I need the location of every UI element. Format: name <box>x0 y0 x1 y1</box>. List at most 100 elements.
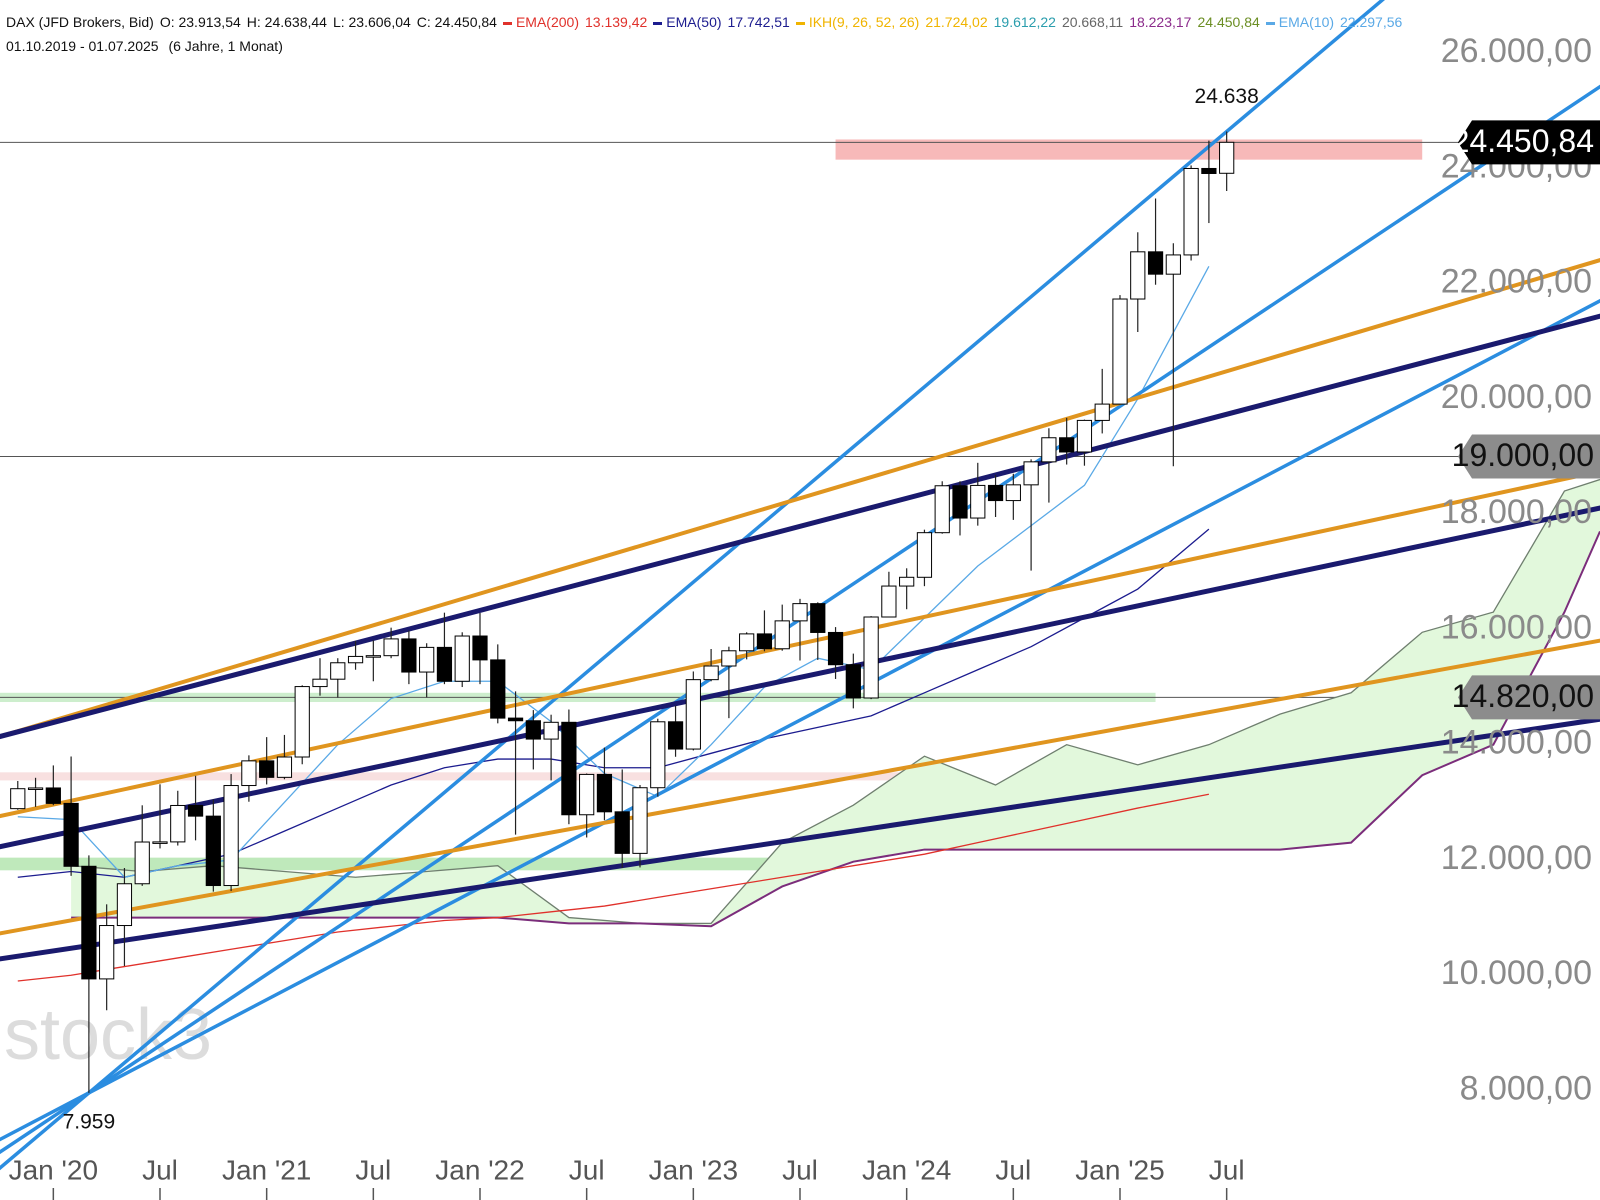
candle-body <box>507 717 524 722</box>
legend-swatch <box>502 21 512 25</box>
legend-swatch <box>795 21 805 25</box>
price-tag-label: 14.820,00 <box>1452 678 1594 714</box>
y-tick-label: 22.000,00 <box>1441 263 1592 301</box>
candle-body <box>223 785 239 887</box>
candle-body <box>27 787 44 790</box>
candle-body <box>987 484 1004 502</box>
candle-body <box>294 686 310 758</box>
candle-body <box>934 485 950 534</box>
cloud-fill <box>71 479 1600 927</box>
candle-body <box>347 655 364 664</box>
legend-value: 18.223,17 <box>1129 14 1192 30</box>
duration: (6 Jahre, 1 Monat) <box>168 38 283 54</box>
candle-body <box>10 788 26 810</box>
candle-body <box>134 841 150 885</box>
candle-body <box>187 804 204 817</box>
cloud-line <box>71 531 1600 928</box>
candle-body <box>614 811 630 854</box>
candle-body <box>1130 251 1146 300</box>
candle-body <box>1219 141 1235 174</box>
candle-body <box>1201 167 1217 174</box>
legend-value: 13.139,42 <box>585 14 648 30</box>
candle-body <box>1076 419 1093 453</box>
y-tick-label: 26.000,00 <box>1441 32 1592 70</box>
candle-body <box>1023 461 1039 486</box>
candle-body <box>1112 298 1128 405</box>
legend-name: IKH(9, 26, 52, 26) <box>808 14 920 30</box>
candle-body <box>1005 484 1021 502</box>
price-tag <box>1458 120 1600 165</box>
ohlc-value: H: 24.638,44 <box>246 14 327 30</box>
candle-body <box>1147 251 1164 275</box>
candle-body <box>632 787 648 854</box>
candle-body <box>419 646 435 673</box>
trend-line <box>0 313 1600 740</box>
legend-value: 22.297,56 <box>1340 14 1403 30</box>
cloud-line <box>71 478 1600 924</box>
candle-body <box>1041 437 1057 463</box>
candle-body <box>827 631 844 666</box>
candle-body <box>899 576 915 587</box>
trend-line <box>0 716 1600 962</box>
price-tag-label: 24.450,84 <box>1452 123 1594 159</box>
y-tick-label: 10.000,00 <box>1441 954 1592 992</box>
candle-body <box>63 802 79 867</box>
candle-body <box>330 662 346 680</box>
candle-body <box>152 841 168 844</box>
candle-body <box>1059 437 1075 453</box>
candle-body <box>312 678 328 688</box>
annotation: 24.638 <box>1195 85 1259 108</box>
price-tag <box>1458 434 1600 479</box>
candle-body <box>81 865 97 980</box>
legend-value: 19.612,22 <box>993 14 1056 30</box>
candle-body <box>881 585 897 618</box>
y-tick-label: 8.000,00 <box>1460 1069 1592 1107</box>
trend-line <box>0 638 1600 936</box>
legend-swatch <box>653 21 663 25</box>
zone <box>0 857 836 871</box>
candle-body <box>241 760 257 787</box>
ohlc-value: O: 23.913,54 <box>159 14 241 30</box>
x-tick-label: Jan '20 <box>9 1154 98 1185</box>
candle-body <box>703 665 719 681</box>
x-tick-label: Jan '22 <box>435 1154 524 1185</box>
x-tick-label: Jan '21 <box>222 1154 311 1185</box>
candle-body <box>543 721 559 740</box>
x-tick-label: Jul <box>995 1154 1031 1185</box>
chart-header: DAX (JFD Brokers, Bid) O: 23.913,54 H: 24.… <box>6 10 1408 58</box>
ohlc-value: L: 23.606,04 <box>332 14 411 30</box>
trend-line <box>0 298 1600 1142</box>
legend-value: 17.742,51 <box>727 14 790 30</box>
candle-body <box>650 721 666 789</box>
zone <box>835 139 1423 160</box>
header-line-1: DAX (JFD Brokers, Bid) O: 23.913,54 H: 24.… <box>6 10 1408 34</box>
legend-swatch <box>1265 21 1275 25</box>
legend-value: 21.724,02 <box>925 14 988 30</box>
candle-body <box>259 760 275 778</box>
candle-body <box>45 787 61 804</box>
x-tick-label: Jul <box>142 1154 178 1185</box>
candle-body <box>454 635 470 682</box>
price-tag <box>1458 675 1600 720</box>
legend-value: 24.450,84 <box>1197 14 1260 30</box>
candle-body <box>970 484 986 519</box>
y-tick-label: 12.000,00 <box>1441 839 1592 877</box>
annotation: 7.959 <box>63 1110 116 1133</box>
x-tick-label: Jul <box>355 1154 391 1185</box>
x-tick-label: Jul <box>1209 1154 1245 1185</box>
candle-body <box>383 638 399 657</box>
candle-body <box>596 773 613 813</box>
ohlc-value: C: 24.450,84 <box>416 14 497 30</box>
candle-body <box>365 655 381 658</box>
candle-body <box>99 925 115 980</box>
y-tick-label: 14.000,00 <box>1441 724 1592 762</box>
candle-body <box>952 485 968 519</box>
candle-body <box>170 804 186 843</box>
x-tick-label: Jul <box>569 1154 605 1185</box>
candle-body <box>525 720 541 740</box>
y-tick-label: 16.000,00 <box>1441 608 1592 646</box>
x-tick-label: Jan '23 <box>649 1154 738 1185</box>
candle-body <box>845 664 861 699</box>
candle-body <box>116 883 133 927</box>
